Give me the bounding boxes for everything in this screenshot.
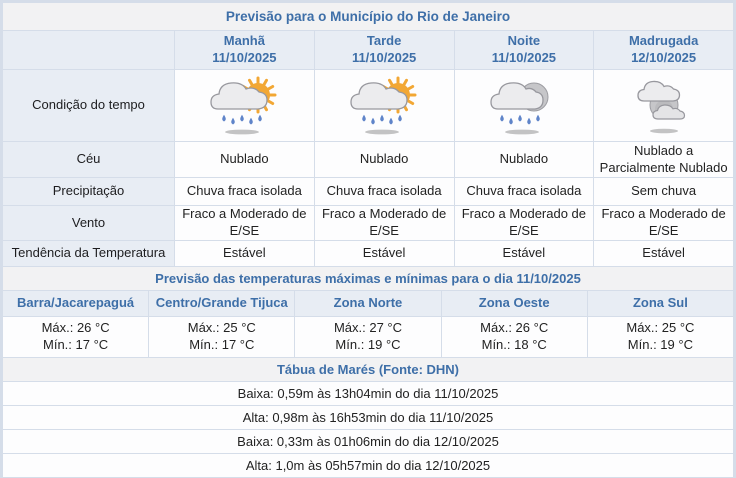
tide-entry: Baixa: 0,33m às 01h06min do dia 12/10/20… bbox=[3, 430, 733, 453]
tide-entry: Alta: 1,0m às 05h57min do dia 12/10/2025 bbox=[3, 454, 733, 477]
row-label-precipitation: Precipitação bbox=[3, 178, 174, 205]
min-temp: Mín.: 19 °C bbox=[335, 337, 401, 352]
sky-value: Nublado bbox=[175, 142, 314, 177]
min-temp: Mín.: 19 °C bbox=[627, 337, 693, 352]
sky-value: Nublado a Parcialmente Nublado bbox=[594, 142, 733, 177]
max-temp: Máx.: 27 °C bbox=[333, 320, 403, 336]
zone-temps: Máx.: 25 °C Mín.: 19 °C bbox=[587, 317, 733, 357]
corner-cell bbox=[3, 31, 174, 69]
max-temp: Máx.: 26 °C bbox=[41, 320, 110, 336]
period-label: Tarde bbox=[366, 33, 402, 49]
zone-header: Zona Oeste bbox=[441, 291, 587, 316]
period-header-manha: Manhã 11/10/2025 bbox=[175, 31, 314, 69]
row-label-condition: Condição do tempo bbox=[3, 70, 174, 141]
period-date: 11/10/2025 bbox=[212, 50, 277, 65]
sun-cloud-rain-icon bbox=[314, 70, 454, 141]
row-label-wind: Vento bbox=[3, 206, 174, 240]
period-label: Noite bbox=[507, 33, 541, 49]
precipitation-value: Chuva fraca isolada bbox=[454, 178, 594, 205]
moon-clouds-icon bbox=[594, 70, 733, 141]
temp-trend-value: Estável bbox=[454, 241, 594, 266]
max-temp: Máx.: 25 °C bbox=[187, 320, 256, 336]
temp-trend-value: Estável bbox=[594, 241, 733, 266]
sky-value: Nublado bbox=[454, 142, 594, 177]
sky-value: Nublado bbox=[314, 142, 454, 177]
zone-temps: Máx.: 25 °C Mín.: 17 °C bbox=[149, 317, 295, 357]
zone-temps: Máx.: 26 °C Mín.: 18 °C bbox=[441, 317, 587, 357]
forecast-table: Manhã 11/10/2025 Tarde 11/10/2025 Noite … bbox=[3, 31, 733, 266]
tides-section-title: Tábua de Marés (Fonte: DHN) bbox=[3, 358, 733, 381]
zone-temps: Máx.: 27 °C Mín.: 19 °C bbox=[295, 317, 441, 357]
min-temp: Mín.: 18 °C bbox=[481, 337, 547, 352]
wind-value: Fraco a Moderado de E/SE bbox=[175, 206, 314, 240]
zone-header: Centro/Grande Tijuca bbox=[149, 291, 295, 316]
temp-trend-value: Estável bbox=[175, 241, 314, 266]
moon-cloud-rain-icon bbox=[454, 70, 594, 141]
max-temp: Máx.: 25 °C bbox=[626, 320, 695, 336]
row-label-temp-trend: Tendência da Temperatura bbox=[3, 241, 174, 266]
precipitation-value: Sem chuva bbox=[594, 178, 733, 205]
period-header-tarde: Tarde 11/10/2025 bbox=[314, 31, 454, 69]
min-temp: Mín.: 17 °C bbox=[43, 337, 109, 352]
precipitation-value: Chuva fraca isolada bbox=[314, 178, 454, 205]
zone-header: Zona Norte bbox=[295, 291, 441, 316]
sun-cloud-rain-icon bbox=[175, 70, 314, 141]
page-title: Previsão para o Município do Rio de Jane… bbox=[3, 3, 733, 30]
period-date: 11/10/2025 bbox=[491, 50, 557, 65]
period-label: Manhã bbox=[223, 33, 265, 49]
row-label-sky: Céu bbox=[3, 142, 174, 177]
temp-trend-value: Estável bbox=[314, 241, 454, 266]
precipitation-value: Chuva fraca isolada bbox=[175, 178, 314, 205]
max-temp: Máx.: 26 °C bbox=[480, 320, 549, 336]
period-date: 11/10/2025 bbox=[351, 50, 417, 65]
wind-value: Fraco a Moderado de E/SE bbox=[454, 206, 594, 240]
tide-entry: Alta: 0,98m às 16h53min do dia 11/10/202… bbox=[3, 406, 733, 429]
zone-header: Zona Sul bbox=[587, 291, 733, 316]
zone-header: Barra/Jacarepaguá bbox=[3, 291, 149, 316]
period-header-madrugada: Madrugada 12/10/2025 bbox=[594, 31, 733, 69]
zone-temps: Máx.: 26 °C Mín.: 17 °C bbox=[3, 317, 149, 357]
temperatures-table: Barra/Jacarepaguá Centro/Grande Tijuca Z… bbox=[3, 291, 733, 357]
period-date: 12/10/2025 bbox=[631, 50, 697, 65]
period-label: Madrugada bbox=[628, 33, 699, 49]
wind-value: Fraco a Moderado de E/SE bbox=[314, 206, 454, 240]
temperatures-section-title: Previsão das temperaturas máximas e míni… bbox=[3, 267, 733, 290]
wind-value: Fraco a Moderado de E/SE bbox=[594, 206, 733, 240]
tide-entry: Baixa: 0,59m às 13h04min do dia 11/10/20… bbox=[3, 382, 733, 405]
period-header-noite: Noite 11/10/2025 bbox=[454, 31, 594, 69]
min-temp: Mín.: 17 °C bbox=[189, 337, 255, 352]
